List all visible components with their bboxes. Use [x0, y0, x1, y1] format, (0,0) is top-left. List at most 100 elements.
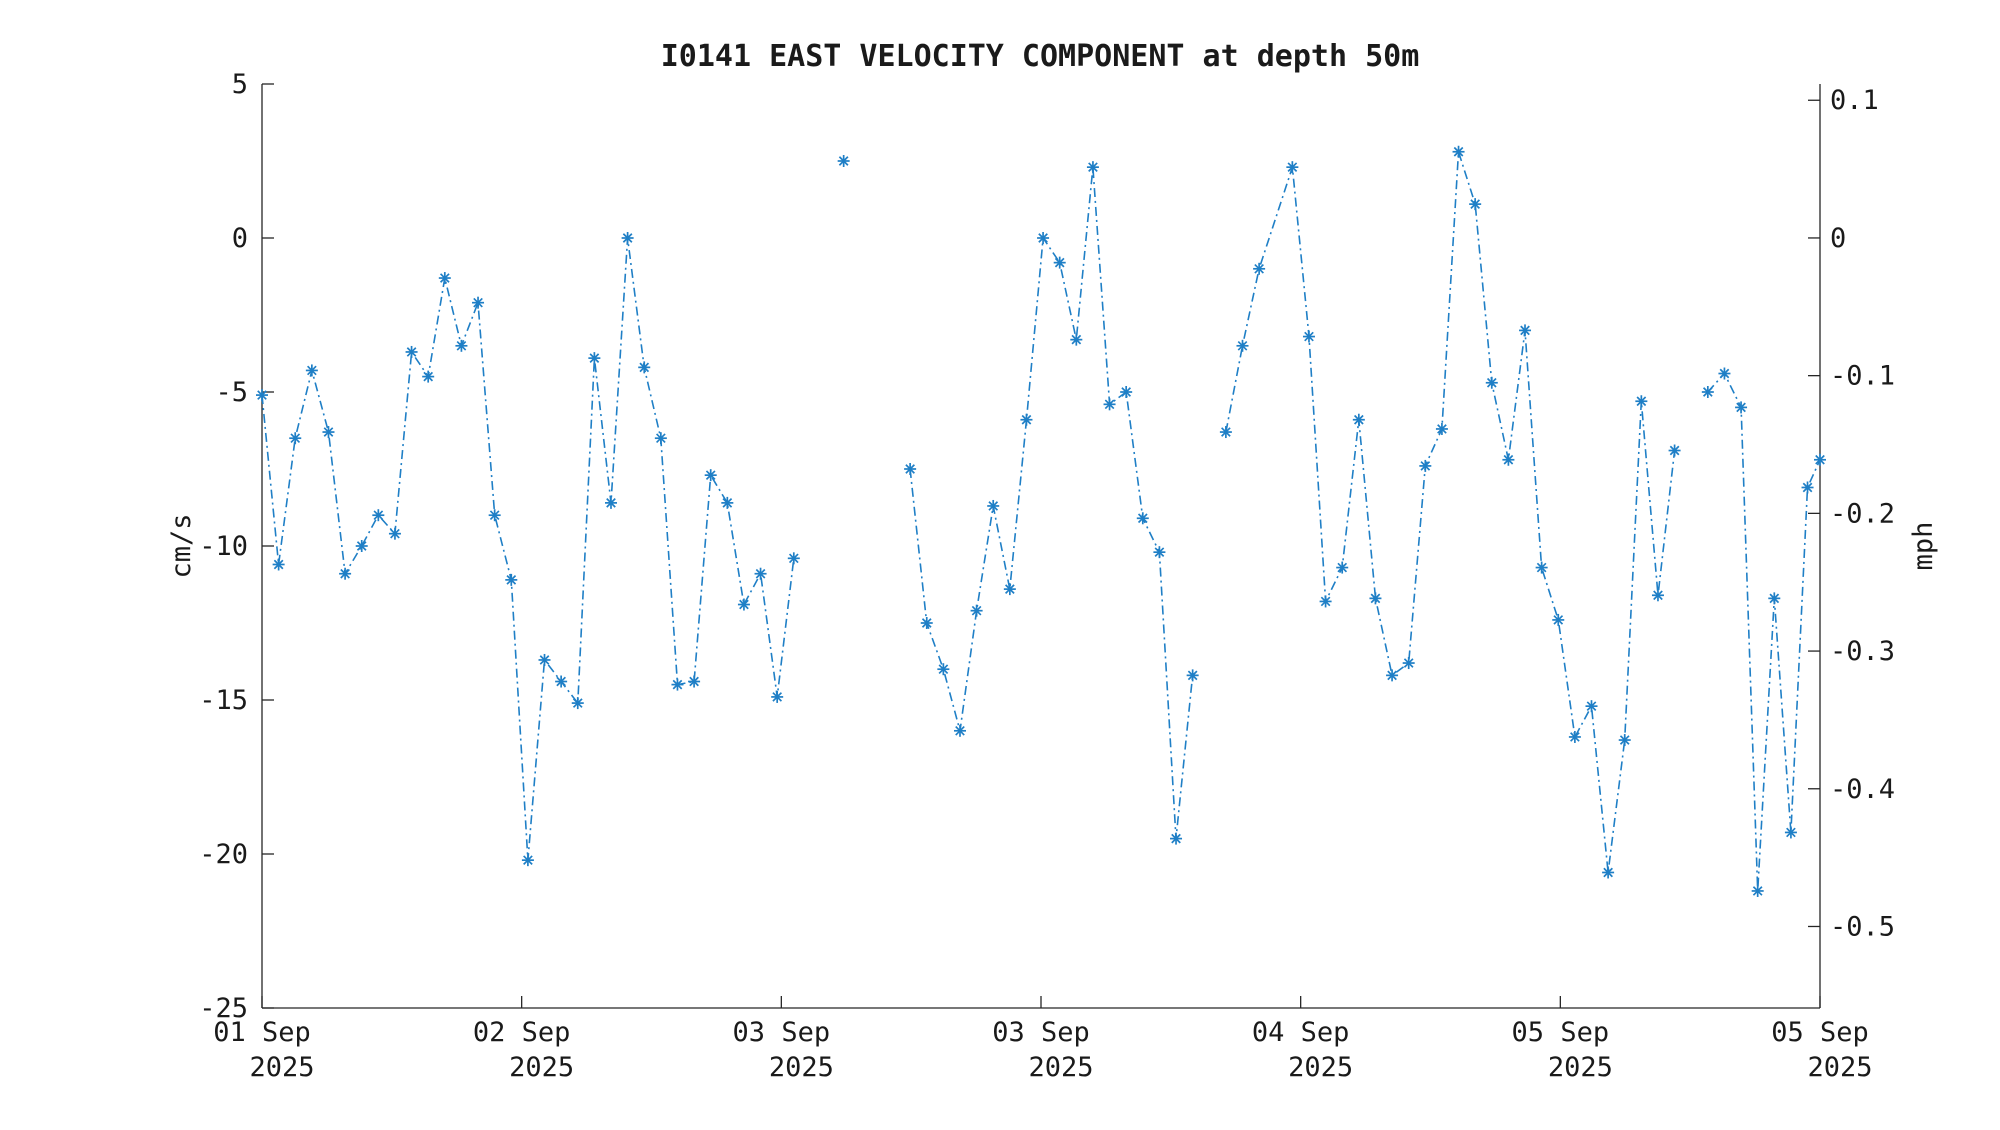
data-point-marker	[388, 527, 401, 540]
data-point-marker	[1469, 198, 1482, 211]
data-point-marker	[1103, 398, 1116, 411]
data-point-marker	[1236, 339, 1249, 352]
data-point-marker	[1452, 145, 1465, 158]
y2-axis-label: mph	[1908, 522, 1939, 571]
data-point-marker	[405, 345, 418, 358]
y-tick-label: 5	[232, 69, 248, 100]
x-tick-label-date: 05 Sep	[1512, 1017, 1610, 1048]
y2-tick-label: -0.4	[1830, 774, 1895, 805]
data-point-marker	[1302, 330, 1315, 343]
series-line-segment	[909, 167, 1194, 839]
data-point-marker	[588, 352, 601, 365]
data-point-marker	[1618, 734, 1631, 747]
data-point-marker	[1701, 386, 1714, 398]
data-point-marker	[1735, 401, 1748, 414]
data-point-marker	[1369, 592, 1382, 605]
data-point-marker	[704, 469, 717, 482]
axis-ticks: 5 0 -5 -10 -15 -20 -25 0.1 0 -0.1 -0.2 -0.3 -0.4 -0.5…	[199, 69, 1895, 1083]
data-point-marker	[422, 370, 435, 383]
data-point-marker	[1602, 866, 1615, 879]
data-point-marker	[604, 496, 617, 509]
data-point-marker	[438, 272, 451, 285]
data-point-marker	[555, 675, 568, 688]
series-line-segment	[1707, 372, 1821, 892]
y2-tick-label: 0.1	[1830, 85, 1879, 116]
series-line-segment	[1225, 151, 1676, 873]
data-point-marker	[538, 653, 551, 666]
x-tick-label-date: 03 Sep	[733, 1017, 831, 1048]
x-tick-label-date: 05 Sep	[1771, 1017, 1869, 1048]
data-point-marker	[1801, 481, 1814, 494]
data-point-marker	[256, 389, 268, 402]
data-point-marker	[1020, 413, 1033, 426]
data-point-marker	[1519, 324, 1532, 337]
data-point-marker	[1402, 657, 1415, 670]
x-tick-label-year: 2025	[509, 1052, 574, 1083]
y-tick-label: -15	[199, 685, 248, 716]
data-point-marker	[1435, 422, 1448, 435]
data-point-marker	[571, 697, 584, 710]
data-point-marker	[1635, 395, 1648, 408]
x-tick-label-year: 2025	[1548, 1052, 1613, 1083]
y-tick-label: 0	[232, 223, 248, 254]
data-point-marker	[372, 509, 385, 522]
data-point-marker	[787, 552, 800, 565]
data-point-marker	[272, 558, 285, 571]
x-tick-label-date: 01 Sep	[213, 1017, 311, 1048]
data-point-marker	[1784, 826, 1797, 839]
data-point-marker	[937, 663, 950, 676]
data-point-marker	[904, 463, 917, 475]
data-point-marker	[987, 499, 1000, 512]
data-point-marker	[671, 678, 684, 691]
x-tick-label-year: 2025	[1807, 1052, 1872, 1083]
y2-tick-label: -0.2	[1830, 498, 1895, 529]
y2-tick-label: -0.5	[1830, 911, 1895, 942]
data-point-marker	[837, 155, 850, 167]
data-point-marker	[1336, 561, 1349, 574]
data-point-marker	[1419, 459, 1432, 472]
data-point-marker	[1502, 453, 1515, 466]
data-point-marker	[1651, 589, 1664, 602]
data-point-marker	[688, 675, 701, 688]
data-point-marker	[1552, 613, 1565, 626]
data-point-marker	[472, 296, 485, 309]
data-point-marker	[488, 509, 501, 522]
data-point-marker	[1253, 262, 1266, 275]
x-tick-label-year: 2025	[249, 1052, 314, 1083]
y2-tick-label: -0.1	[1830, 361, 1895, 392]
y2-tick-label: 0	[1830, 223, 1846, 254]
data-point-marker	[1219, 426, 1232, 439]
y-tick-label: -5	[215, 377, 248, 408]
data-point-marker	[1485, 376, 1498, 389]
chart-title: I0141 EAST VELOCITY COMPONENT at depth 5…	[661, 39, 1420, 74]
data-point-marker	[1086, 161, 1099, 174]
data-point-marker	[305, 364, 318, 377]
data-point-marker	[621, 232, 634, 244]
data-point-marker	[1535, 561, 1548, 574]
data-point-marker	[505, 573, 518, 586]
data-point-marker	[1153, 546, 1166, 559]
data-point-marker	[920, 617, 933, 629]
data-point-marker	[771, 690, 784, 703]
data-point-marker	[1319, 595, 1332, 608]
data-point-marker	[1386, 669, 1399, 682]
data-point-marker	[754, 567, 767, 580]
data-point-marker	[1668, 444, 1681, 457]
data-point-marker	[737, 598, 750, 611]
data-point-marker	[721, 496, 734, 509]
data-point-marker	[322, 426, 335, 439]
data-point-marker	[1814, 453, 1826, 466]
data-point-marker	[654, 432, 667, 445]
x-tick-label-date: 04 Sep	[1252, 1017, 1350, 1048]
data-point-marker	[1286, 161, 1299, 174]
x-tick-label-date: 03 Sep	[992, 1017, 1090, 1048]
data-point-marker	[339, 567, 352, 580]
data-point-marker	[1003, 583, 1016, 596]
y-tick-label: -25	[199, 993, 248, 1024]
data-point-marker	[521, 854, 534, 867]
data-point-marker	[1585, 700, 1598, 713]
y2-tick-label: -0.3	[1830, 636, 1895, 667]
data-point-marker	[1718, 367, 1731, 380]
